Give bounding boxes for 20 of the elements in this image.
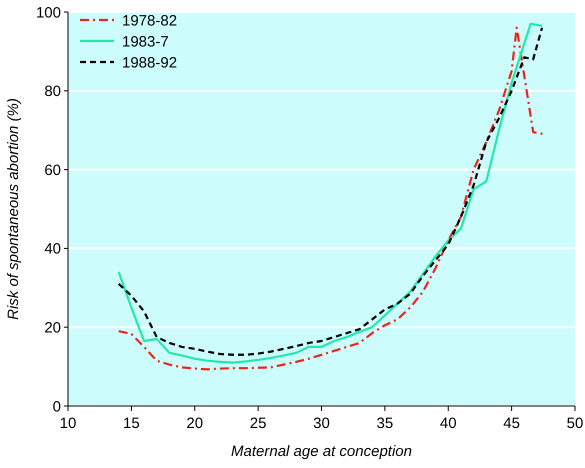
legend-label: 1983-7 bbox=[122, 33, 169, 50]
x-tick-label: 25 bbox=[250, 415, 266, 432]
x-tick-label: 10 bbox=[60, 415, 76, 432]
legend-label: 1988-92 bbox=[122, 54, 178, 72]
y-tick-label: 40 bbox=[44, 240, 61, 258]
y-tick-label: 100 bbox=[36, 4, 61, 22]
x-tick-label: 30 bbox=[313, 415, 330, 432]
x-tick-label: 50 bbox=[566, 415, 584, 432]
y-axis-title: Risk of spontaneous abortion (%) bbox=[5, 98, 22, 320]
y-tick-label: 0 bbox=[52, 398, 61, 416]
x-tick-label: 45 bbox=[503, 415, 520, 432]
y-tick-label: 80 bbox=[44, 83, 61, 100]
x-tick-label: 40 bbox=[440, 415, 457, 432]
y-tick-label: 20 bbox=[44, 319, 61, 336]
x-axis-title: Maternal age at conception bbox=[231, 443, 412, 460]
y-tick-label: 60 bbox=[44, 162, 61, 179]
x-tick-label: 15 bbox=[123, 415, 140, 432]
x-tick-label: 20 bbox=[186, 415, 204, 432]
legend-label: 1978-82 bbox=[122, 12, 178, 30]
x-tick-label: 35 bbox=[376, 415, 394, 432]
